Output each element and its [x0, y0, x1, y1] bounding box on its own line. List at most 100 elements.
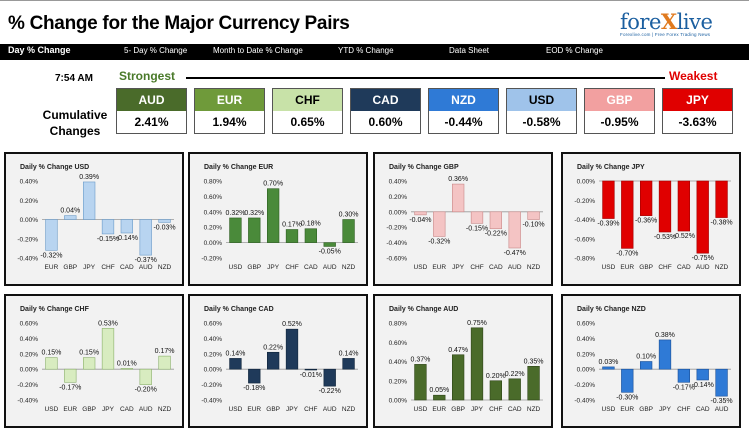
page-header: % Change for the Major Currency Pairs fo… — [0, 0, 749, 44]
data-label: -0.35% — [710, 398, 732, 405]
x-category-label: CHF — [658, 264, 671, 271]
chart-title: Daily % Change USD — [20, 164, 89, 171]
y-tick-label: -0.60% — [574, 236, 595, 243]
rank-code: CHF — [273, 89, 342, 111]
data-label: -0.30% — [616, 394, 638, 401]
x-category-label: CAD — [304, 264, 318, 271]
x-category-label: GBP — [247, 264, 261, 271]
sheet-nav-bar: Day % Change 5- Day % Change Month to Da… — [0, 44, 749, 60]
data-label: 0.22% — [505, 371, 525, 378]
data-label: -0.17% — [673, 384, 695, 391]
bar — [639, 180, 653, 216]
x-category-label: CHF — [304, 406, 317, 413]
x-category-label: AUD — [139, 406, 153, 413]
rank-value: 1.94% — [212, 115, 247, 129]
x-category-label: GBP — [639, 406, 653, 413]
y-tick-label: -0.40% — [17, 398, 38, 405]
chart-panel-cad: Daily % Change CAD 0.60% 0.40% 0.20% 0.00% -0… — [188, 294, 368, 428]
y-tick-label: 0.60% — [577, 321, 596, 328]
logo-text-part2: live — [676, 10, 713, 34]
rank-value: 0.65% — [290, 115, 325, 129]
data-label: -0.53% — [654, 234, 676, 241]
y-tick-label: 0.20% — [577, 351, 596, 358]
data-label: 0.32% — [244, 210, 264, 217]
data-label: 0.30% — [339, 212, 359, 219]
x-category-label: AUD — [508, 264, 522, 271]
nav-day-change[interactable]: Day % Change — [8, 45, 71, 55]
bar — [266, 351, 280, 370]
nav-ytd-change[interactable]: YTD % Change — [338, 46, 394, 55]
rank-code: USD — [507, 89, 576, 111]
bar — [323, 242, 336, 247]
y-tick-label: 0.40% — [204, 336, 223, 343]
bar — [602, 180, 615, 219]
nav-eod-change[interactable]: EOD % Change — [546, 46, 603, 55]
data-label: -0.52% — [673, 233, 695, 240]
data-label: 0.15% — [79, 350, 99, 357]
bar — [101, 219, 115, 235]
x-category-label: EUR — [620, 406, 634, 413]
rank-value: 0.60% — [368, 115, 403, 129]
data-label: -0.01% — [300, 372, 322, 379]
y-tick-label: 0.80% — [204, 179, 223, 186]
chart-panel-aud: Daily % Change AUD 0.80% 0.60% 0.40% 0.20% 0.… — [373, 294, 553, 428]
y-tick-label: 0.60% — [20, 321, 39, 328]
y-tick-label: 0.20% — [204, 225, 223, 232]
y-tick-label: -0.40% — [17, 256, 38, 263]
forexlive-logo[interactable]: foreXlive Forexlive.com | Free Forex Tra… — [620, 9, 730, 41]
rank-box-eur: EUR 1.94% — [194, 88, 265, 134]
bar — [323, 368, 336, 387]
bar — [158, 355, 171, 370]
bar — [470, 211, 484, 224]
x-category-label: CAD — [120, 406, 134, 413]
x-category-label: NZD — [158, 264, 172, 271]
data-label: 0.03% — [598, 359, 618, 366]
data-label: -0.22% — [319, 388, 341, 395]
nav-5day-change[interactable]: 5- Day % Change — [124, 46, 188, 55]
bar — [433, 211, 446, 237]
logo-text-part1: fore — [620, 10, 661, 34]
data-label: -0.14% — [116, 235, 138, 242]
x-category-label: USD — [602, 406, 616, 413]
data-label: 0.01% — [117, 360, 137, 367]
bar — [639, 361, 653, 370]
x-category-label: USD — [229, 264, 243, 271]
bar-chart: Daily % Change USD 0.40% 0.20% 0.00% -0.20% -… — [17, 164, 175, 271]
data-label: 0.04% — [60, 208, 80, 215]
bar — [248, 217, 261, 243]
bar — [64, 215, 77, 220]
data-label: -0.10% — [522, 222, 544, 229]
logo-text-x: X — [660, 9, 677, 34]
x-category-label: JPY — [659, 406, 672, 413]
y-tick-label: -0.60% — [386, 256, 407, 263]
strength-ranking-line — [186, 77, 665, 79]
bar — [342, 219, 355, 243]
x-category-label: CHF — [489, 406, 502, 413]
y-tick-label: 0.20% — [389, 194, 408, 201]
bar — [304, 228, 318, 243]
x-category-label: USD — [602, 264, 616, 271]
x-category-label: CAD — [677, 264, 691, 271]
nav-month-to-date-change[interactable]: Month to Date % Change — [213, 46, 303, 55]
y-tick-label: 0.00% — [577, 367, 596, 374]
x-category-label: USD — [229, 406, 243, 413]
y-tick-label: 0.20% — [389, 378, 408, 385]
x-category-label: AUD — [139, 264, 153, 271]
data-label: 0.14% — [339, 350, 359, 357]
rank-code: NZD — [429, 89, 498, 111]
y-tick-label: -0.20% — [201, 382, 222, 389]
rank-box-aud: AUD 2.41% — [116, 88, 187, 134]
x-category-label: USD — [414, 264, 428, 271]
data-label: -0.05% — [319, 248, 341, 255]
y-tick-label: 0.40% — [204, 209, 223, 216]
y-tick-label: 0.00% — [577, 179, 596, 186]
cumulative-changes-label: Cumulative Changes — [40, 107, 110, 139]
bar — [158, 219, 171, 223]
bar — [64, 368, 77, 383]
bar — [120, 219, 134, 234]
page-title: % Change for the Major Currency Pairs — [8, 13, 350, 34]
nav-data-sheet[interactable]: Data Sheet — [449, 46, 490, 55]
bar — [139, 219, 152, 256]
x-category-label: EUR — [432, 264, 446, 271]
y-tick-label: 0.40% — [20, 179, 39, 186]
